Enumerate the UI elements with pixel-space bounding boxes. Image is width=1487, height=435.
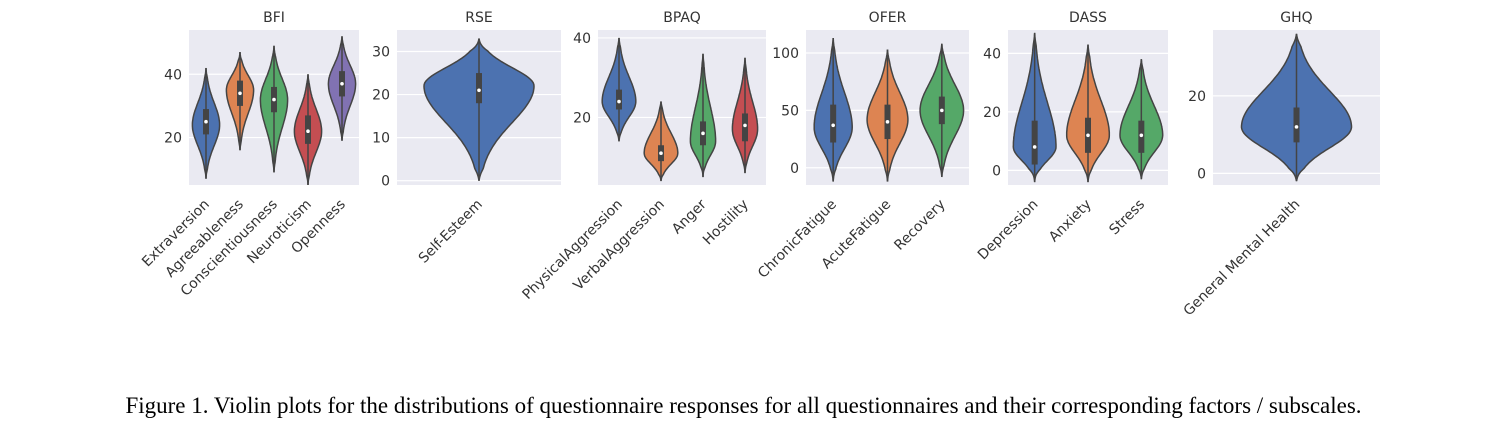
- y-tick-label: 20: [372, 88, 390, 104]
- y-tick-label: 0: [1197, 166, 1206, 182]
- median-dot-agreeableness: [238, 91, 242, 96]
- y-tick-label: 0: [790, 161, 799, 177]
- panel-title: GHQ: [1280, 10, 1312, 26]
- iqr-box-general-mental-health: [1293, 107, 1300, 143]
- y-tick-label: 20: [164, 131, 182, 147]
- x-tick-label-recovery: Recovery: [891, 197, 948, 254]
- x-tick-label-stress: Stress: [1106, 197, 1148, 239]
- panel-title: BFI: [263, 10, 285, 26]
- iqr-box-self-esteem: [476, 73, 482, 104]
- median-dot-self-esteem: [477, 88, 481, 93]
- median-dot-physicalaggression: [617, 99, 621, 104]
- y-tick-label: 0: [381, 174, 390, 190]
- median-dot-chronicfatigue: [831, 123, 835, 128]
- panel-title: RSE: [465, 10, 492, 26]
- panel-ghq: 0 20 GHQ General Mental Health: [1181, 10, 1380, 319]
- median-dot-openness: [340, 81, 344, 86]
- y-tick-label: 30: [372, 45, 390, 61]
- median-dot-verbalaggression: [659, 151, 663, 156]
- panel-bfi: 2040BFIExtraversionAgreeablenessConscien…: [139, 10, 359, 300]
- panel-ofer: 050100OFERChronicFatigueAcuteFatigueReco…: [755, 10, 969, 282]
- y-tick-label: 100: [772, 46, 799, 62]
- x-tick-label-anxiety: Anxiety: [1046, 197, 1095, 246]
- median-dot-acutefatigue: [885, 120, 890, 124]
- median-dot-neuroticism: [306, 129, 310, 134]
- x-tick-label-hostility: Hostility: [700, 197, 752, 249]
- median-dot-hostility: [743, 123, 747, 128]
- y-tick-label: 0: [992, 163, 1001, 179]
- y-tick-label: 40: [164, 67, 182, 83]
- panel-title: DASS: [1069, 10, 1107, 26]
- median-dot-recovery: [940, 108, 944, 113]
- median-dot-stress: [1139, 133, 1144, 138]
- iqr-box-depression: [1031, 120, 1038, 165]
- y-tick-label: 50: [781, 103, 799, 119]
- x-tick-label-anger: Anger: [669, 196, 710, 237]
- median-dot-depression: [1032, 145, 1037, 149]
- y-tick-label: 20: [983, 105, 1001, 121]
- panel-dass: 0 20 40 DASS Depression Anxiety Stress: [975, 10, 1168, 263]
- figure-caption: Figure 1. Violin plots for the distribut…: [125, 393, 1362, 418]
- x-tick-label-general-mental-health: General Mental Health: [1181, 197, 1304, 320]
- median-dot-conscientiousness: [272, 97, 276, 102]
- x-tick-label-depression: Depression: [975, 197, 1042, 264]
- median-dot-anger: [701, 131, 705, 136]
- y-tick-label: 40: [573, 31, 591, 47]
- median-dot-anxiety: [1086, 133, 1090, 138]
- median-dot-extraversion: [204, 119, 208, 124]
- panel-title: BPAQ: [663, 10, 701, 26]
- y-tick-label: 20: [573, 110, 591, 126]
- iqr-box-hostility: [742, 113, 748, 142]
- median-dot-general-mental-health: [1294, 125, 1299, 129]
- y-tick-label: 10: [372, 131, 390, 147]
- y-tick-label: 40: [983, 46, 1001, 62]
- panel-rse: 0 10 20 30 RSE Self-Esteem: [372, 10, 561, 267]
- y-tick-label: 20: [1188, 89, 1206, 105]
- iqr-box-physicalaggression: [616, 89, 622, 110]
- x-tick-label-self-esteem: Self-Esteem: [416, 197, 486, 267]
- panel-title: OFER: [869, 10, 907, 26]
